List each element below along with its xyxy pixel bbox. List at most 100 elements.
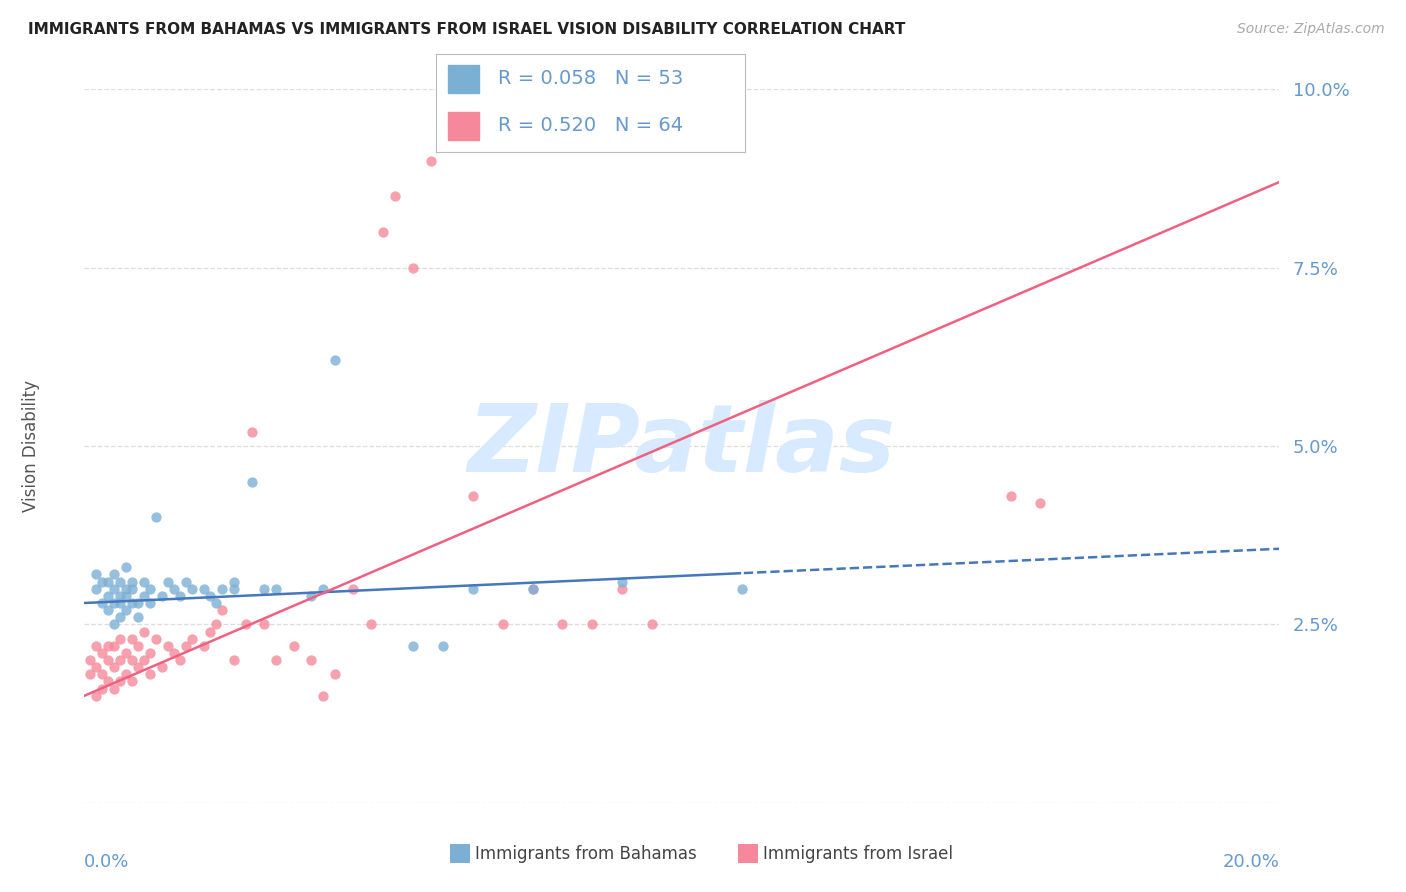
Point: [323, 667, 347, 681]
Point: [139, 667, 162, 681]
Point: [115, 560, 138, 574]
Point: [132, 624, 156, 639]
Point: [115, 667, 138, 681]
Point: [253, 617, 276, 632]
Point: [121, 674, 143, 689]
Point: [180, 582, 204, 596]
Point: [110, 589, 132, 603]
Point: [211, 603, 233, 617]
Text: Vision Disability: Vision Disability: [21, 380, 39, 512]
Point: [432, 639, 454, 653]
Point: [103, 567, 125, 582]
Point: [157, 574, 180, 589]
Point: [121, 574, 143, 589]
Point: [139, 596, 162, 610]
Point: [198, 589, 221, 603]
Point: [205, 617, 228, 632]
Point: [731, 582, 754, 596]
Point: [222, 574, 245, 589]
Point: [115, 646, 138, 660]
Point: [301, 653, 323, 667]
Point: [86, 567, 108, 582]
Point: [103, 596, 125, 610]
Point: [312, 689, 335, 703]
Point: [127, 610, 149, 624]
Point: [193, 582, 215, 596]
Point: [121, 596, 143, 610]
Bar: [449, 112, 479, 140]
Point: [283, 639, 305, 653]
Text: Source: ZipAtlas.com: Source: ZipAtlas.com: [1237, 22, 1385, 37]
Point: [301, 589, 323, 603]
Point: [115, 603, 138, 617]
Point: [91, 596, 114, 610]
Point: [402, 639, 425, 653]
Point: [240, 425, 263, 439]
Point: [97, 674, 120, 689]
Point: [79, 653, 101, 667]
Point: [163, 646, 186, 660]
Text: 0.0%: 0.0%: [84, 853, 129, 871]
Point: [371, 225, 394, 239]
Point: [222, 653, 245, 667]
Point: [145, 510, 167, 524]
Point: [91, 681, 114, 696]
Point: [169, 653, 191, 667]
Point: [264, 653, 287, 667]
Point: [461, 582, 484, 596]
Point: [1000, 489, 1022, 503]
Point: [240, 475, 263, 489]
Bar: [449, 65, 479, 93]
Point: [110, 596, 132, 610]
Point: [97, 603, 120, 617]
Point: [150, 589, 173, 603]
Point: [86, 689, 108, 703]
Point: [522, 582, 544, 596]
Point: [360, 617, 382, 632]
Point: [198, 624, 221, 639]
Text: Immigrants from Bahamas: Immigrants from Bahamas: [475, 845, 697, 863]
Point: [312, 582, 335, 596]
Text: R = 0.520   N = 64: R = 0.520 N = 64: [498, 116, 683, 135]
Point: [581, 617, 603, 632]
Point: [211, 582, 233, 596]
Point: [127, 639, 149, 653]
Point: [132, 589, 156, 603]
Text: ZIPatlas: ZIPatlas: [468, 400, 896, 492]
Point: [91, 574, 114, 589]
Point: [145, 632, 167, 646]
Point: [86, 582, 108, 596]
Point: [103, 660, 125, 674]
Point: [163, 582, 186, 596]
Point: [174, 574, 197, 589]
Point: [91, 667, 114, 681]
Point: [127, 660, 149, 674]
Text: IMMIGRANTS FROM BAHAMAS VS IMMIGRANTS FROM ISRAEL VISION DISABILITY CORRELATION : IMMIGRANTS FROM BAHAMAS VS IMMIGRANTS FR…: [28, 22, 905, 37]
Point: [79, 667, 101, 681]
Point: [522, 582, 544, 596]
Point: [402, 260, 425, 275]
Point: [121, 632, 143, 646]
Point: [205, 596, 228, 610]
Point: [157, 639, 180, 653]
Point: [97, 589, 120, 603]
Point: [169, 589, 191, 603]
Point: [110, 632, 132, 646]
Point: [110, 574, 132, 589]
Point: [103, 681, 125, 696]
Point: [342, 582, 364, 596]
Point: [150, 660, 173, 674]
Text: Immigrants from Israel: Immigrants from Israel: [763, 845, 953, 863]
Point: [103, 639, 125, 653]
Point: [139, 582, 162, 596]
Point: [139, 646, 162, 660]
Point: [132, 653, 156, 667]
Point: [115, 582, 138, 596]
Text: 20.0%: 20.0%: [1223, 853, 1279, 871]
Point: [86, 660, 108, 674]
Point: [127, 596, 149, 610]
Point: [222, 582, 245, 596]
Point: [110, 610, 132, 624]
Point: [641, 617, 664, 632]
Point: [97, 653, 120, 667]
